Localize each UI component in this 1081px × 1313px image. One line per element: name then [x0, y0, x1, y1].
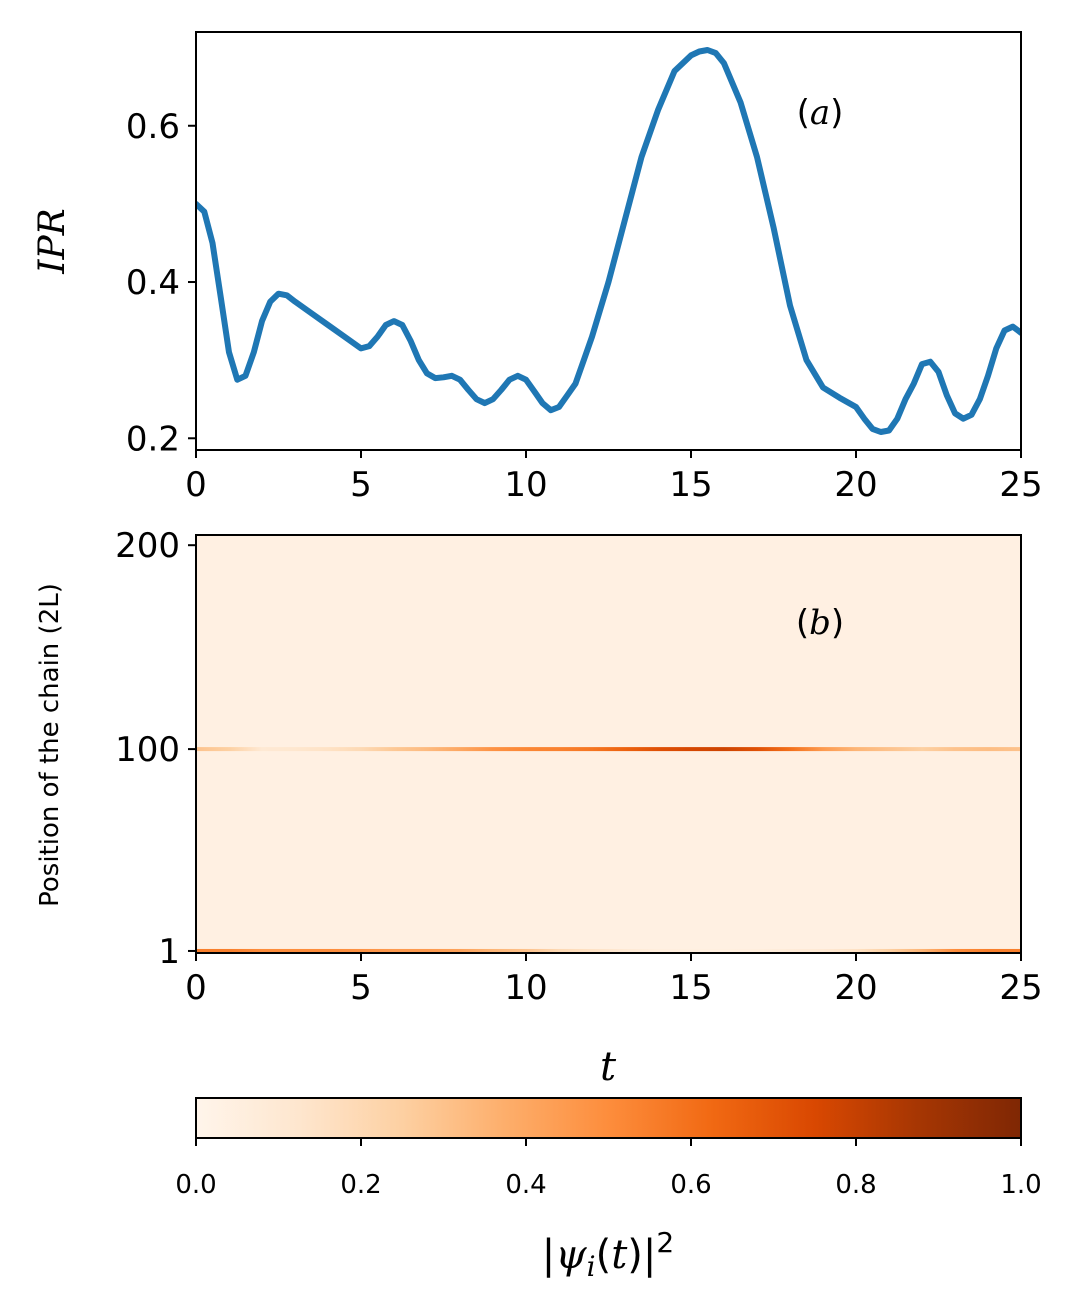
heatmap-bands — [196, 747, 1021, 953]
panel-a-y-tick-label: 0.4 — [126, 263, 180, 303]
panel-b-x-tick-label: 15 — [669, 968, 712, 1008]
ipr-series-layer — [196, 47, 1021, 435]
panel-b-label: (b) — [796, 603, 844, 643]
colorbar-tick-label: 0.0 — [175, 1170, 216, 1200]
panel-b-y-tick-label: 1 — [158, 932, 180, 972]
panel-a-x-tick-label: 20 — [834, 465, 877, 505]
colorbar-ticks: 0.0 0.2 0.4 0.6 0.8 1.0 — [175, 1138, 1042, 1200]
heatmap-band-site-1 — [196, 948, 1021, 953]
panel-a-x-ticks: 0 5 10 15 20 25 — [185, 450, 1043, 505]
heatmap-band-site-100 — [196, 747, 1021, 752]
colorbar-gradient — [196, 1098, 1021, 1138]
colorbar-tick-label: 0.8 — [835, 1170, 876, 1200]
panel-a-y-ticks: 0.2 0.4 0.6 — [126, 107, 196, 459]
panel-a-x-tick-label: 0 — [185, 465, 207, 505]
panel-a-label: (a) — [797, 93, 844, 133]
panel-b-x-tick-label: 5 — [350, 968, 372, 1008]
panel-a-x-tick-label: 15 — [669, 465, 712, 505]
heatmap-background — [196, 535, 1021, 953]
panel-b-y-tick-label: 100 — [115, 730, 180, 770]
colorbar-tick-label: 1.0 — [1000, 1170, 1041, 1200]
panel-b-frame — [195, 534, 1022, 954]
panel-b-x-tick-label: 0 — [185, 968, 207, 1008]
panel-b-y-tick-label: 200 — [115, 526, 180, 566]
colorbar-frame — [195, 1097, 1022, 1139]
ipr-series-line — [196, 47, 1021, 435]
colorbar-tick-label: 0.6 — [670, 1170, 711, 1200]
colorbar-label: |ψi(t)|2 — [542, 1226, 674, 1283]
panel-a-y-tick-label: 0.2 — [126, 419, 180, 459]
colorbar-tick-label: 0.4 — [505, 1170, 546, 1200]
panel-b-x-tick-label: 25 — [999, 968, 1042, 1008]
panel-b-x-tick-label: 10 — [504, 968, 547, 1008]
panel-b-y-ticks: 1 100 200 — [115, 526, 196, 972]
panel-a-y-axis-label: IPR — [32, 208, 73, 275]
ipr-line-chart: 0 5 10 15 20 25 0.2 0.4 0.6 (a) IPR — [32, 31, 1043, 505]
panel-a-x-tick-label: 5 — [350, 465, 372, 505]
panel-b-y-axis-label: Position of the chain (2L) — [35, 583, 65, 907]
wavefunction-heatmap: 0 5 10 15 20 25 1 100 200 (b) Position of the c… — [35, 526, 1043, 1090]
panel-a-frame — [195, 31, 1022, 451]
panel-a-x-tick-label: 10 — [504, 465, 547, 505]
colorbar: 0.0 0.2 0.4 0.6 0.8 1.0 |ψi(t)|2 — [175, 1097, 1042, 1283]
panel-a-x-tick-label: 25 — [999, 465, 1042, 505]
panel-a-y-tick-label: 0.6 — [126, 107, 180, 147]
panel-b-x-axis-label: t — [600, 1044, 617, 1090]
panel-b-x-tick-label: 20 — [834, 968, 877, 1008]
panel-b-x-ticks: 0 5 10 15 20 25 — [185, 953, 1043, 1008]
colorbar-tick-label: 0.2 — [340, 1170, 381, 1200]
